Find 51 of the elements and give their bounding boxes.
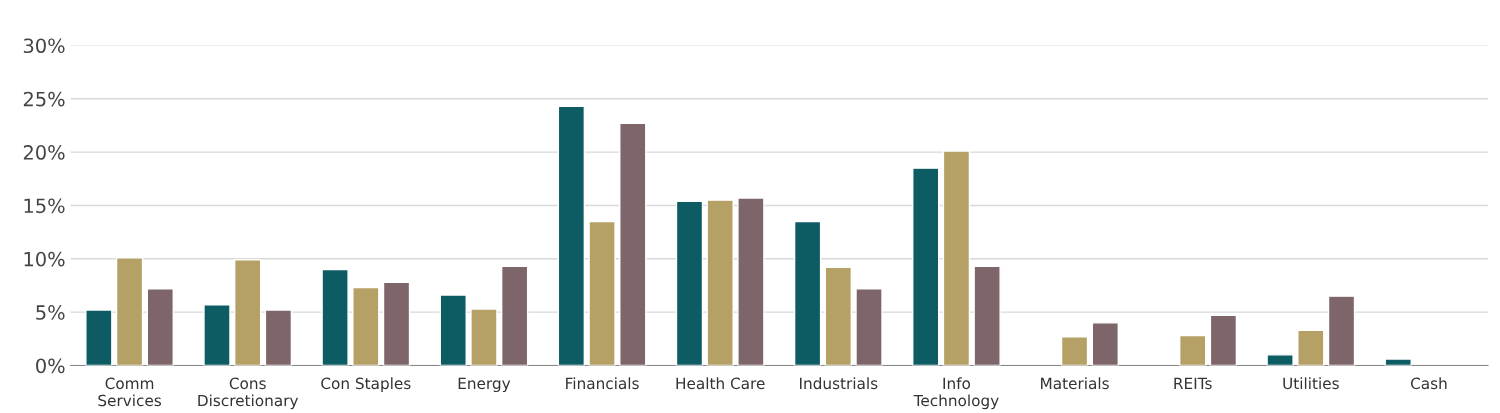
bar bbox=[1327, 295, 1356, 366]
x-tick-label: Comm Services bbox=[98, 377, 162, 407]
x-tick-label: REITs bbox=[1174, 377, 1212, 390]
bar bbox=[352, 286, 380, 366]
bar bbox=[500, 265, 529, 366]
bar bbox=[1091, 322, 1119, 366]
x-tick-label: Info Technology bbox=[913, 377, 999, 410]
bar bbox=[912, 167, 940, 366]
bar bbox=[115, 257, 144, 366]
y-tick-label: 15% bbox=[24, 198, 65, 214]
bar bbox=[146, 287, 174, 366]
x-tick-label: Health Care bbox=[676, 377, 765, 390]
bar bbox=[321, 268, 349, 366]
bar bbox=[824, 266, 853, 366]
y-tick-label: 25% bbox=[23, 91, 65, 107]
x-tick-label: Utilities bbox=[1283, 377, 1339, 390]
bar bbox=[203, 303, 231, 366]
bar bbox=[793, 220, 822, 366]
bar bbox=[1266, 354, 1294, 366]
y-tick-label: 5% bbox=[36, 305, 65, 320]
bar bbox=[855, 287, 883, 366]
bar bbox=[85, 309, 113, 366]
bar bbox=[382, 281, 411, 366]
bar bbox=[439, 294, 467, 366]
bar bbox=[1209, 314, 1238, 366]
x-tick-label: Cash bbox=[1410, 377, 1447, 390]
bar bbox=[1060, 336, 1089, 366]
bar bbox=[619, 122, 647, 366]
bar bbox=[557, 105, 586, 366]
y-tick-label: 20% bbox=[23, 145, 65, 160]
x-tick-label: Financials bbox=[566, 377, 639, 390]
y-tick-label: 0% bbox=[36, 358, 65, 374]
bar bbox=[1384, 358, 1412, 366]
x-tick-label: Con Staples bbox=[321, 377, 411, 393]
bar bbox=[973, 265, 1001, 366]
bar bbox=[233, 259, 262, 366]
bar bbox=[1178, 334, 1207, 366]
bar bbox=[737, 197, 765, 366]
x-tick-label: Cons Discretionary bbox=[198, 377, 299, 410]
bar bbox=[942, 150, 971, 366]
y-tick-label: 30% bbox=[23, 38, 65, 54]
x-tick-label: Industrials bbox=[800, 377, 878, 390]
x-tick-label: Materials bbox=[1041, 377, 1109, 390]
x-tick-label: Energy bbox=[458, 377, 511, 393]
bar bbox=[588, 220, 616, 366]
y-tick-label: 10% bbox=[24, 251, 65, 267]
bar bbox=[706, 199, 734, 366]
bar bbox=[675, 200, 704, 366]
bar bbox=[264, 309, 293, 366]
bar bbox=[470, 308, 498, 366]
bar bbox=[1297, 329, 1325, 366]
